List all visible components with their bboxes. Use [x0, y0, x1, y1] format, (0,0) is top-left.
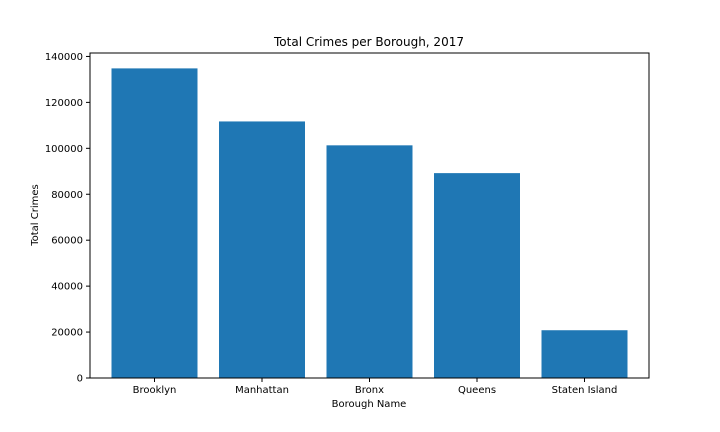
- plot-frame: [89, 52, 650, 379]
- x-tick-label-brooklyn: Brooklyn: [133, 385, 177, 396]
- y-tick-label-120000: 120000: [45, 98, 83, 109]
- bar-manhattan: [219, 121, 305, 379]
- y-tick-label-60000: 60000: [51, 236, 83, 247]
- y-tick-label-20000: 20000: [51, 328, 83, 339]
- bar-bronx: [326, 145, 413, 378]
- y-axis-label: Total Crimes: [30, 184, 41, 247]
- x-axis-ticks: Brooklyn Manhattan Bronx Queens Staten Islan…: [133, 378, 618, 396]
- x-tick-label-queens: Queens: [458, 385, 496, 396]
- bar-staten-island: [541, 330, 628, 378]
- chart-title: Total Crimes per Borough, 2017: [273, 35, 464, 49]
- y-tick-label-80000: 80000: [51, 190, 83, 201]
- y-tick-label-140000: 140000: [45, 52, 83, 63]
- y-tick-label-40000: 40000: [51, 282, 83, 293]
- bar-queens: [434, 173, 520, 378]
- x-tick-label-manhattan: Manhattan: [235, 385, 289, 396]
- x-tick-label-bronx: Bronx: [355, 385, 384, 396]
- x-axis-label: Borough Name: [332, 399, 407, 410]
- bar-brooklyn: [111, 68, 198, 378]
- bars-layer: [111, 68, 628, 379]
- y-axis-ticks: 0 20000 40000 60000 80000 100000 120000 140000: [45, 52, 90, 385]
- x-tick-label-staten-island: Staten Island: [552, 385, 618, 396]
- y-tick-label-0: 0: [77, 374, 83, 385]
- y-tick-label-100000: 100000: [45, 144, 83, 155]
